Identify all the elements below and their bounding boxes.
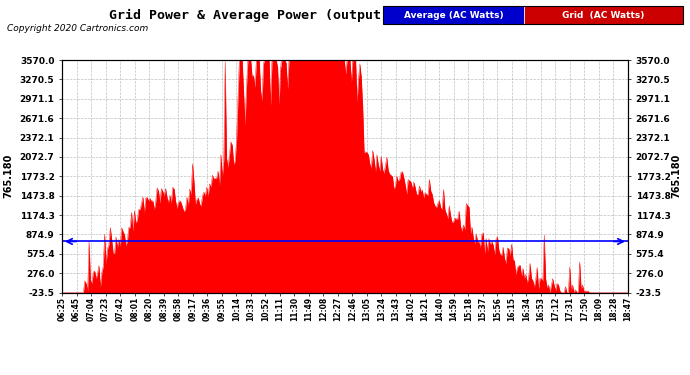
Text: Grid Power & Average Power (output watts)  Sun Apr 12 18:55: Grid Power & Average Power (output watts… (109, 9, 581, 22)
Text: Grid  (AC Watts): Grid (AC Watts) (562, 11, 644, 20)
Text: 765.180: 765.180 (3, 154, 13, 198)
Text: Copyright 2020 Cartronics.com: Copyright 2020 Cartronics.com (7, 24, 148, 33)
Text: Average (AC Watts): Average (AC Watts) (404, 11, 503, 20)
Text: 765.180: 765.180 (671, 154, 681, 198)
